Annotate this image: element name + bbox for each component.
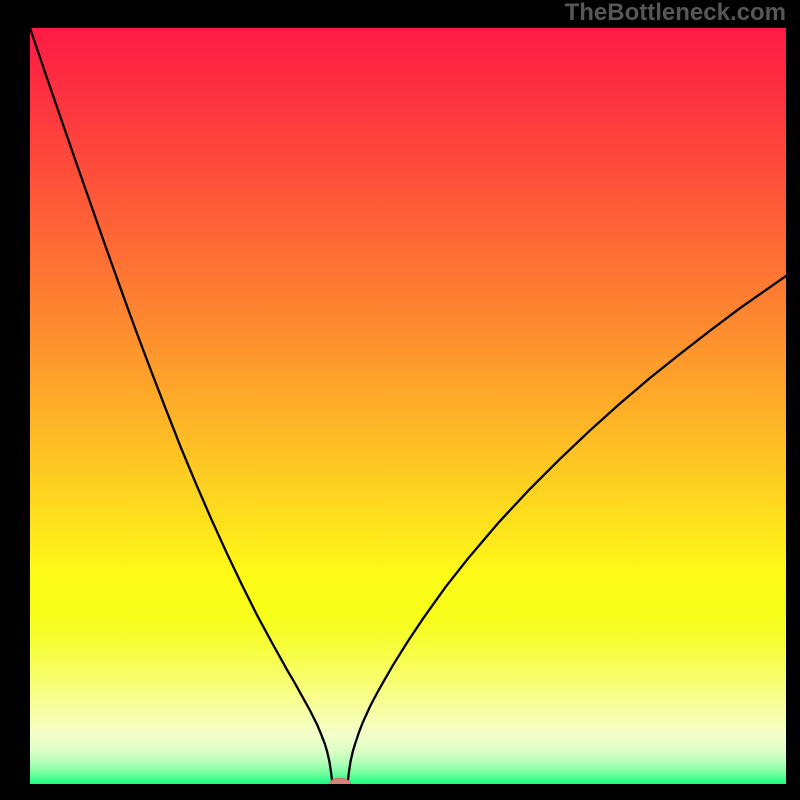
bottleneck-curve-chart [30,28,786,784]
gradient-background [30,28,786,784]
chart-svg [30,28,786,784]
watermark-text: TheBottleneck.com [565,1,786,25]
chart-canvas: TheBottleneck.com [0,0,800,800]
plot-area [30,28,786,784]
